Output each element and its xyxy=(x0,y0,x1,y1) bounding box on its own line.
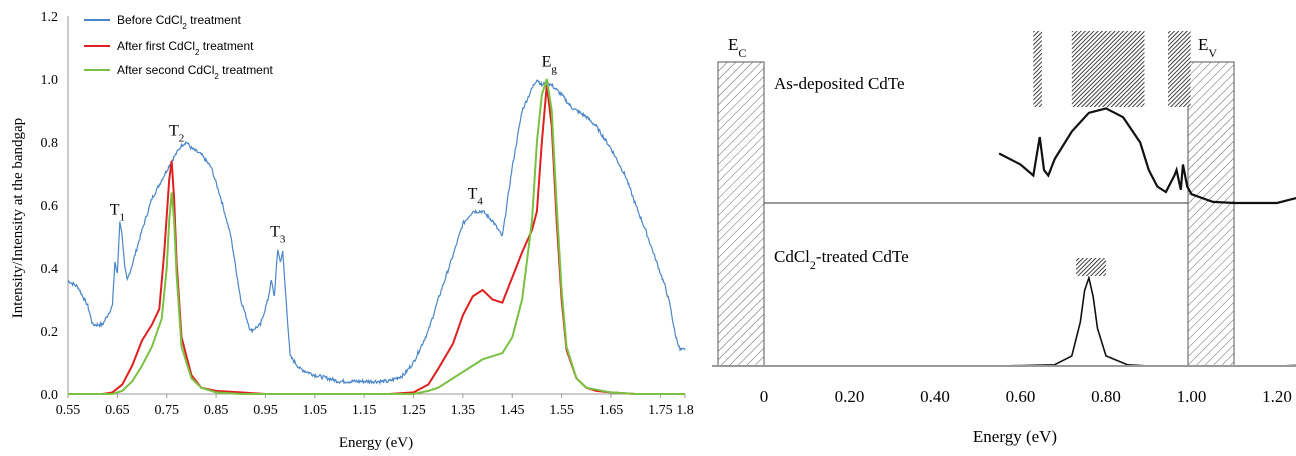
right-x-tick-label: 1.00 xyxy=(1177,387,1207,406)
defect-level-bar xyxy=(1167,31,1191,107)
left-x-tick-label: 1.55 xyxy=(549,403,574,418)
left-chart: 0.55 0.65 0.75 0.85 0.95 1.05 1.15 1.25 1.35 1.45… xyxy=(10,10,694,451)
right-traces: As-deposited CdTe CdCl2-treated CdTe xyxy=(774,31,1296,367)
right-x-tick-label: 0.20 xyxy=(835,387,865,406)
left-x-tick-label: 0.85 xyxy=(204,403,229,418)
band-label-ev: EV xyxy=(1198,35,1217,60)
left-y-tick-label: 1.0 xyxy=(41,73,59,88)
left-x-tick-label: 1.65 xyxy=(599,403,624,418)
valence-band-region xyxy=(1187,61,1235,367)
right-x-tick-label: 0.80 xyxy=(1091,387,1121,406)
left-x-tick-label: 0.75 xyxy=(154,403,179,418)
left-x-tick-label: 1.05 xyxy=(303,403,328,418)
trace-label-as-deposited: As-deposited CdTe xyxy=(774,74,905,93)
defect-level-bar xyxy=(1033,31,1042,107)
legend-label-second: After second CdCl2 treatment xyxy=(117,63,274,81)
left-x-tick-label: 1.75 xyxy=(648,403,673,418)
left-x-axis-label: Energy (eV) xyxy=(339,435,413,451)
trace-line-cdcl2-treated xyxy=(999,274,1296,367)
series-line-before xyxy=(67,79,686,386)
peak-label-T2: T2 xyxy=(169,123,184,145)
left-x-tick-label: 0.95 xyxy=(253,403,278,418)
right-chart: EC EV As-deposited CdTe CdCl2-treated CdTe… xyxy=(712,31,1296,446)
left-series-group xyxy=(67,78,686,395)
left-y-tick-label: 1.2 xyxy=(41,10,59,25)
left-y-tick-label: 0.8 xyxy=(41,136,59,151)
defect-level-bar xyxy=(1071,31,1145,107)
left-x-tick-label: 1.35 xyxy=(451,403,476,418)
left-legend: Before CdCl2 treatment After first CdCl2 … xyxy=(84,13,274,81)
right-x-tick-label: 0.60 xyxy=(1006,387,1036,406)
right-band-regions: EC EV xyxy=(717,35,1235,367)
left-x-tick-label: 1.8 xyxy=(676,403,694,418)
left-y-tick-label: 0.0 xyxy=(41,388,59,403)
right-x-axis-label: Energy (eV) xyxy=(973,427,1057,446)
series-line-first xyxy=(68,85,685,395)
band-label-ec: EC xyxy=(728,35,746,60)
right-x-tick-label: 0 xyxy=(760,387,769,406)
peak-label-T4: T4 xyxy=(468,186,484,208)
legend-label-before: Before CdCl2 treatment xyxy=(117,13,242,31)
left-x-tick-label: 1.25 xyxy=(401,403,426,418)
trace-line-as-deposited xyxy=(998,107,1296,205)
left-axes: 0.55 0.65 0.75 0.85 0.95 1.05 1.15 1.25 1.35 1.45… xyxy=(41,10,694,418)
series-line-second xyxy=(68,78,685,395)
right-x-tick-label: 1.20 xyxy=(1262,387,1292,406)
left-y-axis-label: Intensity/Intensity at the bandgap xyxy=(10,118,26,318)
legend-label-first: After first CdCl2 treatment xyxy=(117,39,254,57)
left-x-tick-label: 0.55 xyxy=(56,403,81,418)
conduction-band-region xyxy=(717,61,765,367)
left-x-tick-label: 0.65 xyxy=(105,403,130,418)
left-x-tick-label: 1.15 xyxy=(352,403,377,418)
defect-level-bar xyxy=(1076,258,1106,276)
left-y-tick-label: 0.2 xyxy=(41,325,59,340)
left-y-tick-label: 0.4 xyxy=(41,262,59,277)
left-y-tick-label: 0.6 xyxy=(41,199,59,214)
peak-label-T3: T3 xyxy=(270,224,286,246)
left-x-tick-label: 1.45 xyxy=(500,403,525,418)
trace-label-cdcl2-treated: CdCl2-treated CdTe xyxy=(774,247,909,272)
right-x-tick-label: 0.40 xyxy=(920,387,950,406)
right-x-axis: 00.200.400.600.801.001.201.401.601.80 xyxy=(712,365,1296,406)
peak-label-T1: T1 xyxy=(110,201,125,223)
peak-label-Eg: Eg xyxy=(542,53,558,75)
left-peak-labels: T1 T2 T3 T4 Eg xyxy=(110,53,558,245)
